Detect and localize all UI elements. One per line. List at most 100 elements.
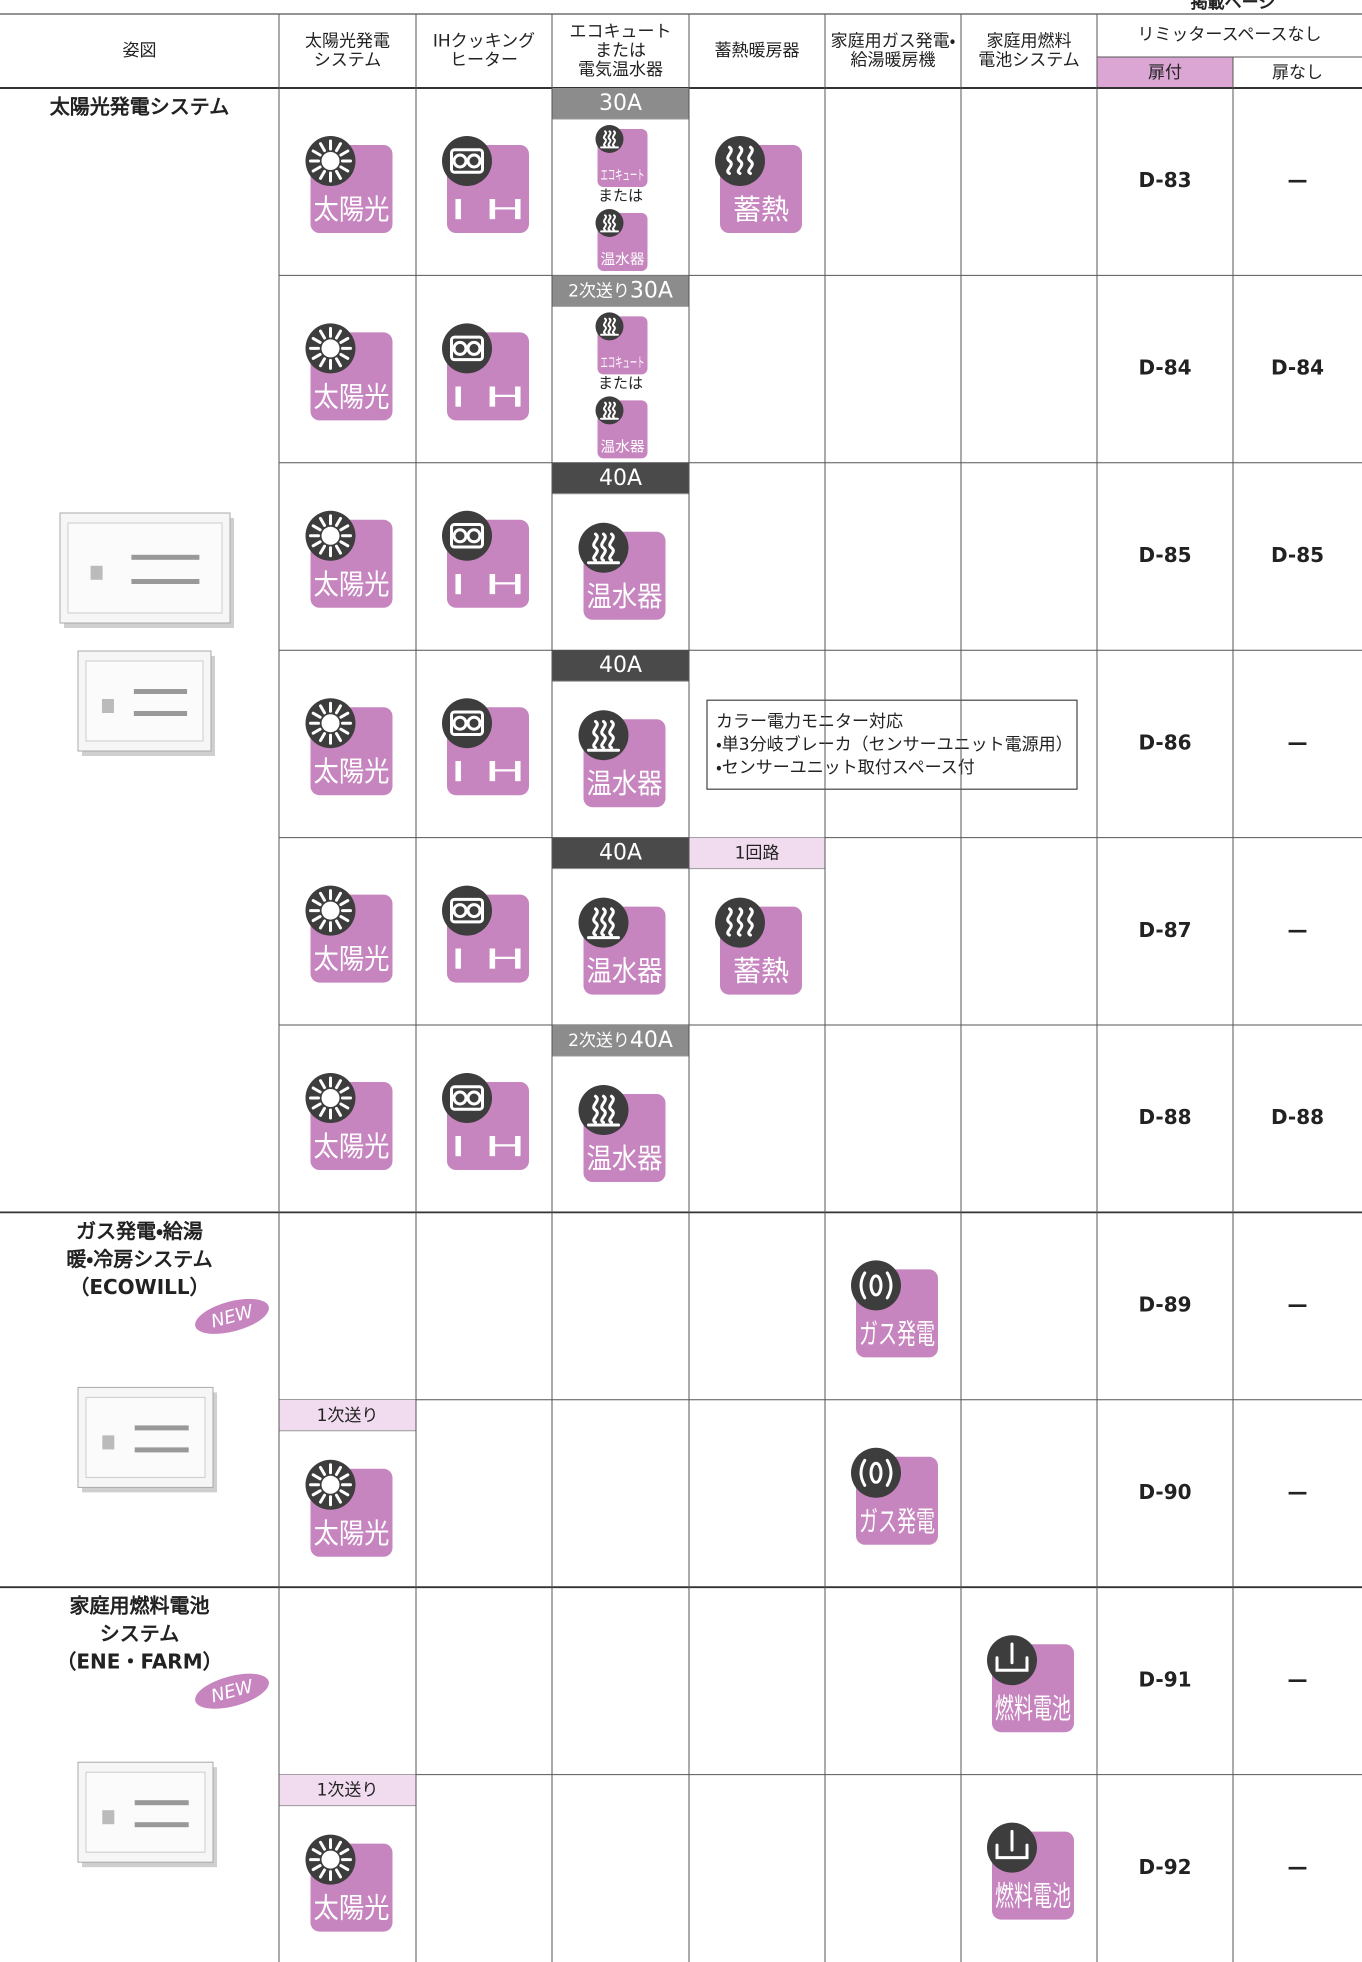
- icon-symbol: [726, 907, 733, 937]
- page-ref: —: [1288, 1480, 1308, 1504]
- icon-label: ガス発電: [859, 1505, 935, 1538]
- icon-symbol: [319, 891, 326, 902]
- icon-symbol: [321, 152, 340, 170]
- icon-label: 温水器: [601, 252, 645, 268]
- header-label: または: [595, 41, 646, 61]
- icon-label: 蓄熱: [733, 193, 789, 226]
- header-label: 家庭用燃料: [987, 32, 1072, 52]
- header-label: ヒーター: [450, 51, 518, 71]
- icon-label: 燃料電池: [995, 1880, 1071, 1913]
- icon-symbol: [319, 1493, 326, 1504]
- icon-symbol: [339, 165, 350, 173]
- icon-symbol: [736, 907, 744, 937]
- tag-value: 40A: [599, 466, 642, 491]
- icon-symbol: [339, 915, 350, 923]
- icon-symbol: [335, 919, 342, 930]
- tag-band: [552, 837, 689, 869]
- panel-image: [134, 1800, 189, 1806]
- page-ref: D-86: [1138, 730, 1191, 754]
- page-ref: D-92: [1138, 1855, 1191, 1879]
- icon-symbol: [736, 145, 744, 175]
- panel-image: [102, 1810, 115, 1825]
- page-ref: D-91: [1138, 1667, 1191, 1691]
- tag-label: 2次送り40A: [568, 1028, 673, 1053]
- icon-symbol: [452, 715, 468, 731]
- icon-symbol: [450, 335, 484, 362]
- icon-symbol: [319, 357, 326, 368]
- icon-symbol: [319, 329, 326, 340]
- icon-symbol: [452, 903, 468, 919]
- icon-symbol: [311, 915, 322, 923]
- tag-value: 1次送り: [317, 1781, 379, 1801]
- icon-symbol: [603, 401, 607, 419]
- icon-symbol: [869, 1274, 883, 1297]
- header-label: 太陽光発電: [305, 32, 390, 52]
- page-ref: —: [1288, 168, 1308, 192]
- icon-symbol: [319, 169, 326, 180]
- panel-image: [90, 565, 103, 580]
- icon-symbol: [603, 317, 607, 335]
- icon-label: 温水器: [587, 767, 663, 800]
- icon-symbol: [612, 214, 616, 231]
- icon-symbol: [612, 317, 616, 335]
- icon-label: ガス発電: [859, 1317, 935, 1350]
- icon-symbol: [311, 1102, 322, 1110]
- icon-symbol: [600, 1094, 607, 1124]
- icon-symbol: [339, 524, 350, 532]
- panel-image: [131, 554, 200, 560]
- icon-label: I H: [450, 755, 526, 788]
- page-ref: D-85: [1138, 543, 1191, 567]
- icon-symbol: [859, 1458, 867, 1487]
- icon-symbol: [592, 907, 599, 937]
- tag-value: 40A: [599, 653, 642, 678]
- icon-symbol: [466, 528, 482, 544]
- tag-label: 40A: [599, 841, 642, 866]
- icon-symbol: [607, 401, 612, 419]
- tag-label: 1次送り: [317, 1781, 379, 1801]
- icon-label: 燃料電池: [995, 1692, 1071, 1725]
- icon-symbol: [321, 1850, 340, 1869]
- icon-symbol: [339, 1864, 350, 1872]
- icon-symbol: [885, 1458, 893, 1487]
- icon-symbol: [466, 340, 482, 356]
- icon-symbol: [319, 544, 326, 555]
- page-ref: D-88: [1271, 1105, 1324, 1129]
- icon-symbol: [335, 169, 342, 180]
- tag-band: [552, 275, 689, 307]
- page-ref: —: [1288, 730, 1308, 754]
- tag-band: [279, 1774, 416, 1806]
- icon-symbol: [885, 1271, 893, 1300]
- header-label: 蓄熱暖房器: [715, 41, 800, 61]
- icon-symbol: [592, 1094, 599, 1124]
- icon-label: I H: [450, 380, 526, 413]
- icon-symbol: [335, 704, 342, 715]
- icon-symbol: [452, 340, 468, 356]
- tag-label: 1回路: [735, 844, 780, 864]
- icon-symbol: [450, 897, 484, 924]
- icon-symbol: [335, 1079, 342, 1090]
- icon-symbol: [335, 1840, 342, 1851]
- note-text: ・センサーユニット取付スペース付: [716, 758, 975, 778]
- corner-label: 掲載ページ: [1191, 0, 1276, 13]
- icon-symbol: [466, 903, 482, 919]
- tag-value: 1次送り: [317, 1406, 379, 1426]
- icon-symbol: [747, 145, 754, 175]
- tag-label: 2次送り30A: [568, 278, 673, 303]
- icon-symbol: [339, 1086, 350, 1094]
- icon-symbol: [612, 130, 616, 147]
- icon-symbol: [608, 1094, 615, 1124]
- icon-label: 太陽光: [314, 1130, 390, 1163]
- icon-badge: [851, 1447, 901, 1498]
- icon-symbol: [311, 727, 322, 735]
- icon-symbol: [335, 1465, 342, 1476]
- icon-symbol: [608, 907, 615, 937]
- icon-symbol: [607, 130, 612, 147]
- icon-symbol: [311, 1864, 322, 1872]
- icon-symbol: [339, 1848, 350, 1856]
- icon-label: I H: [450, 193, 526, 226]
- icon-symbol: [335, 357, 342, 368]
- icon-symbol: [335, 1493, 342, 1504]
- icon-symbol: [466, 1090, 482, 1106]
- icon-symbol: [339, 1473, 350, 1481]
- icon-symbol: [339, 540, 350, 548]
